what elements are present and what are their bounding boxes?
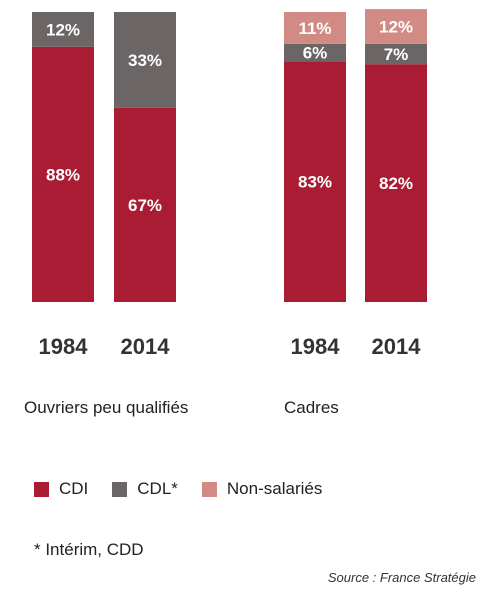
bar-value-label: 82% bbox=[379, 174, 413, 193]
bar-segment-cdl bbox=[114, 12, 176, 108]
bar-value-label: 11% bbox=[298, 19, 331, 38]
legend-item-cdi: CDI bbox=[34, 479, 88, 499]
footnote: * Intérim, CDD bbox=[34, 540, 144, 559]
year-tick-label: 2014 bbox=[372, 334, 422, 359]
bar-segment-cdl bbox=[284, 43, 346, 62]
bar-segment-cdl bbox=[32, 12, 94, 47]
group-label-cadres: Cadres bbox=[284, 398, 339, 417]
bar-segment-cdi bbox=[365, 64, 427, 302]
bar-value-label: 12% bbox=[46, 20, 80, 39]
bar-segment-cdi bbox=[32, 46, 94, 302]
stacked-bar-chart: 88% 12% 1984 67% 33% 2014 83% 6% 11% 1984 82% 7% 12%… bbox=[32, 9, 427, 359]
source-note: Source : France Stratégie bbox=[327, 570, 476, 585]
legend-swatch-cdi bbox=[34, 481, 49, 497]
legend-swatch-non-salaries bbox=[201, 481, 217, 497]
legend-swatch-cdl bbox=[112, 481, 128, 497]
bar-segment-cdi bbox=[114, 107, 176, 302]
legend-item-non-salaries: Non-salariés bbox=[201, 479, 323, 499]
bar-value-label: 88% bbox=[46, 165, 80, 184]
legend-label-cdl: CDL* bbox=[137, 479, 178, 498]
bar-value-label: 7% bbox=[384, 45, 409, 64]
bar-value-label: 6% bbox=[303, 44, 328, 63]
year-tick-label: 1984 bbox=[291, 334, 341, 359]
bar-value-label: 67% bbox=[128, 196, 162, 215]
bar-value-label: 33% bbox=[128, 51, 162, 70]
year-tick-label: 2014 bbox=[121, 334, 171, 359]
bar-segment-nonsalaris bbox=[284, 12, 346, 44]
legend-item-cdl: CDL* bbox=[112, 479, 178, 499]
legend-label-non-salaries: Non-salariés bbox=[226, 479, 323, 498]
bar-value-label: 83% bbox=[298, 173, 332, 192]
bar-segment-cdi bbox=[284, 61, 346, 302]
bar-segment-cdl bbox=[365, 43, 427, 65]
bar-value-label: 12% bbox=[379, 18, 413, 37]
group-label-ouvriers: Ouvriers peu qualifiés bbox=[24, 398, 189, 417]
year-tick-label: 1984 bbox=[39, 334, 89, 359]
bar-segment-nonsalaris bbox=[365, 9, 427, 44]
legend: CDI CDL* Non-salariés bbox=[34, 479, 346, 499]
legend-label-cdi: CDI bbox=[59, 479, 89, 498]
